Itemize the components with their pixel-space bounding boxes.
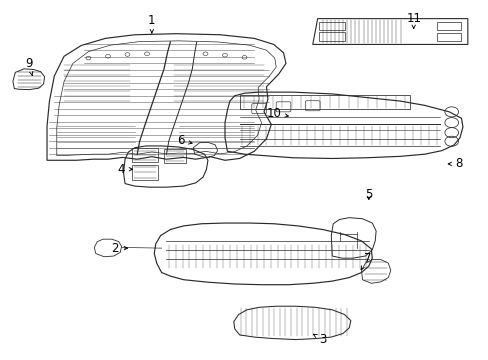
- Text: 10: 10: [266, 107, 288, 120]
- Text: 2: 2: [111, 242, 127, 255]
- Text: 5: 5: [365, 188, 372, 201]
- Text: 1: 1: [148, 14, 155, 33]
- Text: 6: 6: [177, 134, 192, 147]
- Text: 3: 3: [313, 333, 325, 346]
- Text: 7: 7: [360, 252, 371, 270]
- Text: 9: 9: [25, 57, 33, 76]
- Text: 8: 8: [447, 157, 462, 170]
- Text: 11: 11: [406, 12, 420, 28]
- Text: 4: 4: [118, 163, 132, 176]
